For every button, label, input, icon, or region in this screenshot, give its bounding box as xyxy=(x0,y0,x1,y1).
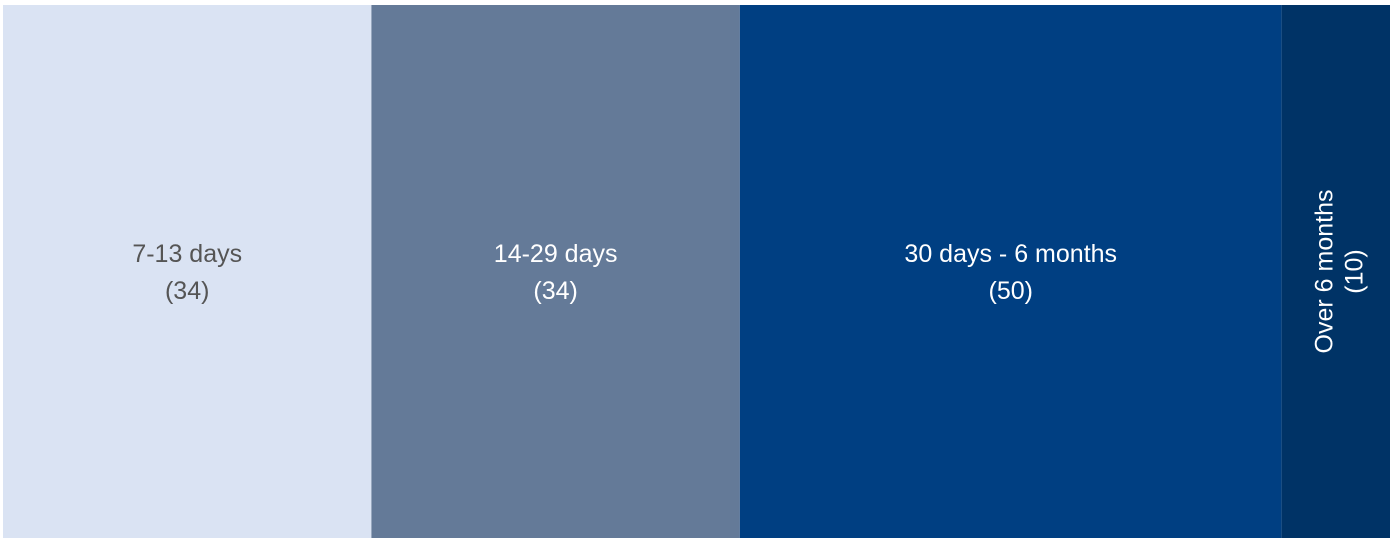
segment xyxy=(3,5,372,538)
value-label: (10) xyxy=(1340,249,1368,293)
segment-label: 30 days - 6 months (50) xyxy=(904,240,1117,305)
segment xyxy=(1281,5,1390,538)
value-label: (34) xyxy=(165,277,209,305)
category-label: Over 6 months xyxy=(1310,190,1338,354)
segment-label: 7-13 days (34) xyxy=(132,240,242,305)
segment-label: 14-29 days (34) xyxy=(494,240,618,305)
segment xyxy=(371,5,740,538)
value-label: (34) xyxy=(533,277,577,305)
value-label: (50) xyxy=(989,277,1033,305)
segment-label: Over 6 months (10) xyxy=(1310,190,1368,354)
category-label: 7-13 days xyxy=(132,240,242,268)
category-label: 30 days - 6 months xyxy=(904,240,1117,268)
category-label: 14-29 days xyxy=(494,240,618,268)
segment xyxy=(739,5,1282,538)
